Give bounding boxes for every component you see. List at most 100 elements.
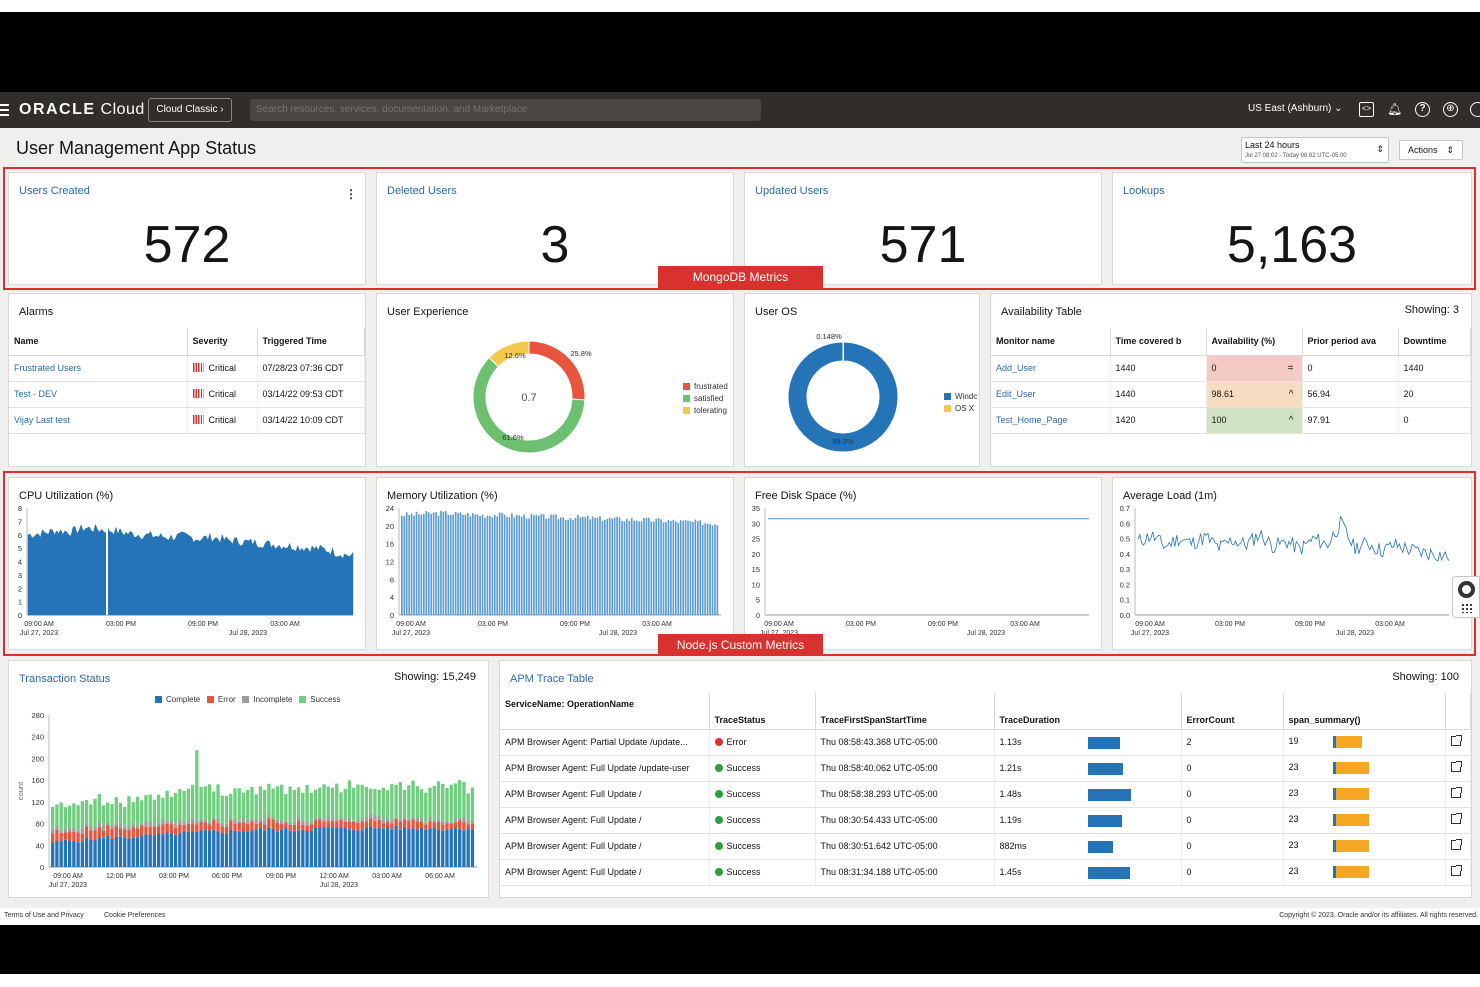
transaction-bar-complete — [195, 831, 199, 867]
transaction-bar-incomplete — [407, 819, 411, 821]
external-link-icon[interactable] — [1450, 839, 1462, 850]
legend-item-success[interactable]: Success — [299, 695, 340, 704]
cloud-classic-button[interactable]: Cloud Classic › — [148, 98, 232, 122]
column-header[interactable]: Severity — [187, 328, 258, 356]
legend-item-windows[interactable]: Windc — [944, 391, 977, 403]
globe-icon[interactable]: ⊕ — [1443, 102, 1458, 117]
operation-name[interactable]: APM Browser Agent: Full Update / — [500, 859, 710, 886]
operation-name[interactable]: APM Browser Agent: Full Update / — [500, 807, 710, 834]
memory-bar — [692, 521, 694, 615]
transaction-bar-error — [398, 821, 403, 830]
legend-item-osx[interactable]: OS X — [944, 403, 977, 415]
time-range-select[interactable]: Last 24 hours Jul 27 08:02 - Today 08:02… — [1241, 137, 1389, 163]
external-link-icon[interactable] — [1450, 761, 1462, 772]
external-link-icon[interactable] — [1450, 813, 1462, 824]
cookie-preferences-link[interactable]: Cookie Preferences — [104, 912, 166, 919]
column-header[interactable]: TraceStatus — [709, 693, 816, 730]
transaction-bar-error — [445, 823, 449, 830]
help-icon[interactable]: ? — [1415, 102, 1430, 117]
legend-item-complete[interactable]: Complete — [155, 695, 200, 704]
operation-name[interactable]: APM Browser Agent: Full Update / — [500, 781, 710, 808]
time-covered: 1420 — [1110, 407, 1207, 434]
transaction-bar-complete — [250, 830, 254, 867]
legend-item-satisfied[interactable]: satisfied — [683, 393, 728, 405]
trace-start-time: Thu 08:31:34.188 UTC-05:00 — [815, 859, 995, 886]
memory-bar — [611, 518, 614, 615]
help-widget[interactable] — [1452, 576, 1480, 618]
hamburger-menu-icon[interactable] — [0, 104, 9, 116]
operation-name[interactable]: APM Browser Agent: Partial Update /updat… — [500, 729, 710, 756]
column-header[interactable]: TraceFirstSpanStartTime — [815, 693, 995, 730]
column-header[interactable]: Availability (%) — [1206, 328, 1303, 356]
table-row[interactable]: APM Browser Agent: Full Update / Success T… — [500, 807, 1471, 834]
transaction-bar-success — [220, 795, 224, 824]
transaction-bar-incomplete — [216, 818, 220, 824]
y-tick-label: 0 — [756, 611, 760, 620]
actions-button[interactable]: Actions ⇕ — [1399, 140, 1463, 160]
column-header[interactable]: Time covered b — [1110, 328, 1207, 356]
duration-label: 882ms — [999, 841, 1027, 852]
operation-name[interactable]: APM Browser Agent: Full Update /update-u… — [500, 755, 710, 782]
column-header[interactable]: Name — [9, 328, 188, 356]
metric-title[interactable]: Lookups — [1123, 185, 1165, 197]
table-row[interactable]: APM Browser Agent: Full Update / Success T… — [500, 833, 1471, 860]
legend-item-incomplete[interactable]: Incomplete — [242, 695, 293, 704]
external-link-icon[interactable] — [1450, 735, 1462, 746]
user-experience-legend: frustrated satisfied tolerating — [683, 381, 728, 417]
monitor-name-link[interactable]: Add_User — [991, 355, 1111, 382]
transaction-bar-success — [140, 800, 144, 824]
x-date-label: Jul 28, 2023 — [599, 630, 637, 637]
column-header[interactable]: Downtime — [1398, 328, 1471, 356]
column-header[interactable]: Prior period ava — [1302, 328, 1399, 356]
table-row[interactable]: APM Browser Agent: Full Update / Success T… — [500, 859, 1471, 886]
external-link-icon[interactable] — [1450, 865, 1462, 876]
trace-start-time: Thu 08:30:51.642 UTC-05:00 — [815, 833, 995, 860]
user-os-card: User OS 99.9% 0.148% Windc OS X — [744, 293, 980, 467]
monitor-name-link[interactable]: Test_Home_Page — [991, 407, 1111, 434]
column-header[interactable]: Triggered Time — [257, 328, 365, 356]
transaction-bar-incomplete — [93, 827, 97, 831]
region-selector[interactable]: US East (Ashburn) ⌄ — [1248, 103, 1343, 114]
column-header[interactable]: ServiceName: OperationName — [500, 693, 710, 730]
transaction-bar-error — [356, 822, 360, 831]
transaction-bar-error — [339, 819, 343, 828]
table-row[interactable]: APM Browser Agent: Full Update / Success T… — [500, 781, 1471, 808]
transaction-bar-complete — [445, 829, 449, 867]
legend-item-frustrated[interactable]: frustrated — [683, 381, 728, 393]
kebab-menu-icon[interactable]: ⋮ — [345, 187, 357, 201]
transaction-bar-success — [466, 793, 470, 821]
monitor-name-link[interactable]: Edit_User — [991, 381, 1111, 408]
y-tick-label: 20 — [386, 522, 394, 531]
memory-bar — [515, 514, 518, 615]
transaction-bar-error — [453, 822, 458, 828]
table-row[interactable]: APM Browser Agent: Partial Update /updat… — [500, 729, 1471, 756]
y-tick-label: 6 — [18, 531, 22, 540]
memory-bar — [437, 515, 440, 615]
metric-value: 3 — [540, 216, 570, 274]
alarm-name-link[interactable]: Frustrated Users — [9, 355, 188, 382]
column-header[interactable]: ErrorCount — [1181, 693, 1284, 730]
metric-title[interactable]: Deleted Users — [387, 185, 457, 197]
column-header[interactable]: Monitor name — [991, 328, 1111, 356]
legend-item-tolerating[interactable]: tolerating — [683, 405, 728, 417]
oracle-cloud-logo[interactable]: ORACLE Cloud — [19, 101, 145, 119]
operation-name[interactable]: APM Browser Agent: Full Update / — [500, 833, 710, 860]
metric-title[interactable]: Updated Users — [755, 185, 829, 197]
developer-tools-icon[interactable]: <> — [1359, 102, 1374, 117]
apm-title[interactable]: APM Trace Table — [510, 673, 594, 685]
terms-link[interactable]: Terms of Use and Privacy — [4, 912, 84, 919]
transaction-bar-complete — [101, 837, 106, 867]
alarm-name-link[interactable]: Vijay Last test — [9, 407, 188, 434]
metric-title[interactable]: Users Created — [19, 185, 90, 197]
column-header[interactable]: TraceDuration — [994, 693, 1182, 730]
user-profile-icon[interactable] — [1470, 102, 1480, 117]
search-input[interactable] — [250, 99, 761, 121]
legend-label: satisfied — [694, 394, 724, 403]
table-row[interactable]: APM Browser Agent: Full Update /update-u… — [500, 755, 1471, 782]
bell-icon[interactable]: 🔔︎ — [1387, 102, 1403, 116]
alarm-name-link[interactable]: Test - DEV — [9, 381, 188, 408]
column-header[interactable]: span_summary() — [1283, 693, 1446, 730]
external-link-icon[interactable] — [1450, 787, 1462, 798]
legend-item-error[interactable]: Error — [206, 695, 236, 704]
transaction-title[interactable]: Transaction Status — [19, 673, 111, 685]
